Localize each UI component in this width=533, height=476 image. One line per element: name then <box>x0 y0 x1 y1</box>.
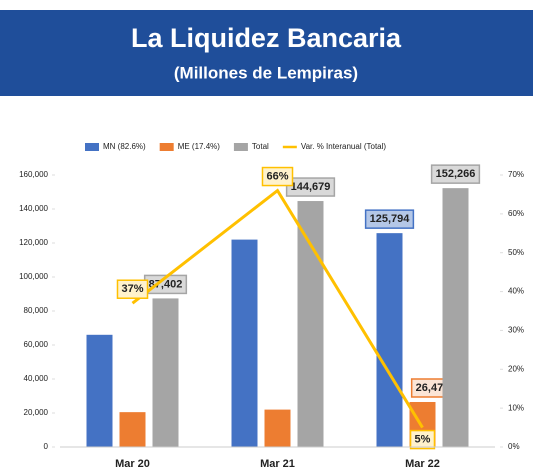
y-tick-label: 120,000 <box>19 238 48 247</box>
line <box>131 188 424 429</box>
data-label-box <box>409 429 436 450</box>
y2-tick-label: 30% <box>508 326 524 335</box>
header-band <box>0 10 533 96</box>
legend-label: ME (17.4%) <box>178 142 221 151</box>
y2-tick-label: 70% <box>508 170 524 179</box>
bar <box>152 298 179 447</box>
data-label: 152,266 <box>436 168 476 180</box>
data-label: 66% <box>266 170 288 182</box>
data-label-box <box>364 209 415 229</box>
y-tick-label: 160,000 <box>19 170 48 179</box>
x-tick-label: Mar 20 <box>115 458 150 470</box>
bar <box>376 233 403 447</box>
data-label: 144,679 <box>291 181 331 193</box>
data-label-box <box>116 279 149 299</box>
y-tick-label: 60,000 <box>24 340 49 349</box>
data-label: 26,472 <box>416 382 450 394</box>
legend-swatch <box>85 143 99 151</box>
y-tick-label: 20,000 <box>24 408 49 417</box>
legend-swatch <box>159 143 174 151</box>
data-label: 87,402 <box>149 278 183 290</box>
bar <box>231 239 258 447</box>
data-label-box <box>261 166 294 187</box>
legend-swatch <box>233 143 248 151</box>
y-tick-label: 100,000 <box>19 272 48 281</box>
data-label-box <box>430 164 481 184</box>
y2-tick-label: 50% <box>508 248 524 257</box>
chart-subtitle: (Millones de Lempiras) <box>174 63 358 82</box>
bar <box>86 334 113 447</box>
y-tick-label: 140,000 <box>19 204 48 213</box>
legend-label: Var. % Interanual (Total) <box>301 142 387 151</box>
bar <box>264 409 291 447</box>
y2-tick-label: 60% <box>508 209 524 218</box>
data-label: 37% <box>121 283 143 295</box>
bar <box>119 412 146 447</box>
y2-tick-label: 0% <box>508 442 520 451</box>
chart-title: La Liquidez Bancaria <box>131 23 402 53</box>
y2-tick-label: 40% <box>508 287 524 296</box>
bar <box>442 188 469 447</box>
y-tick-label: 0 <box>44 442 49 451</box>
legend-label: MN (82.6%) <box>103 142 146 151</box>
data-label-box <box>285 177 336 197</box>
data-label: 125,794 <box>370 213 411 225</box>
bar <box>297 201 324 447</box>
data-label: 5% <box>415 433 431 445</box>
y-tick-label: 80,000 <box>24 306 49 315</box>
y2-tick-label: 10% <box>508 403 524 412</box>
y-tick-label: 40,000 <box>24 374 49 383</box>
x-tick-label: Mar 22 <box>405 458 440 470</box>
legend-label: Total <box>252 142 269 151</box>
x-tick-label: Mar 21 <box>260 458 295 470</box>
y2-tick-label: 20% <box>508 364 524 373</box>
